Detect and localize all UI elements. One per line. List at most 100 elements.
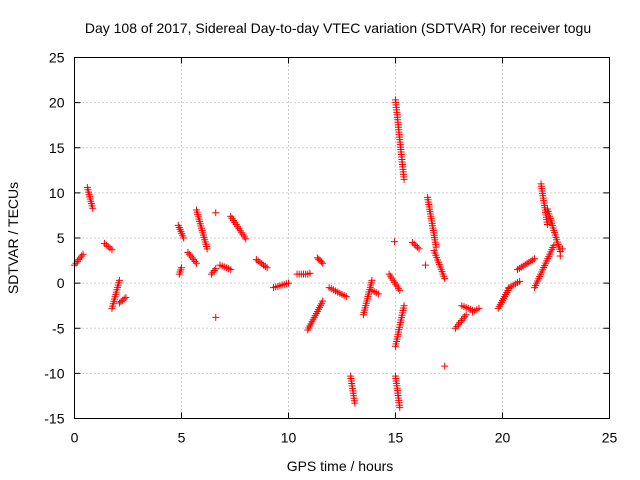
data-point: [516, 277, 524, 285]
y-tick-label: -15: [44, 411, 64, 427]
data-point: [203, 245, 211, 253]
grid-lines: [74, 57, 610, 419]
x-tick-label: 0: [71, 430, 79, 446]
data-point: [456, 318, 464, 326]
data-point: [550, 241, 558, 249]
data-point: [421, 261, 429, 269]
data-point: [415, 245, 423, 253]
data-point: [556, 252, 564, 260]
y-axis-label: SDTVAR / TECUs: [5, 182, 21, 294]
axis-ticks: 0 5 10 15 20 25 -15 -10 -5 0 5 10 15 20 25: [44, 50, 617, 446]
data-point: [104, 243, 112, 251]
x-axis-label: GPS time / hours: [287, 458, 394, 474]
data-point: [192, 259, 200, 267]
data-point: [461, 313, 469, 321]
data-point: [319, 259, 327, 267]
x-tick-label: 15: [388, 430, 404, 446]
data-point: [178, 264, 185, 272]
data-point: [191, 257, 199, 265]
data-point: [543, 220, 551, 228]
data-point: [317, 258, 325, 266]
data-point: [351, 399, 359, 407]
y-tick-label: 0: [57, 275, 65, 291]
data-point: [78, 252, 86, 260]
data-point: [122, 294, 130, 302]
data-point: [256, 258, 264, 266]
data-point: [459, 315, 467, 323]
data-point: [100, 239, 108, 247]
data-point: [115, 276, 123, 284]
data-point: [285, 279, 292, 287]
data-point: [212, 313, 220, 321]
data-point: [441, 275, 449, 283]
y-tick-label: -5: [52, 320, 65, 336]
data-point: [319, 297, 327, 305]
data-point: [454, 320, 462, 328]
data-point: [260, 261, 268, 269]
data-point: [75, 256, 83, 264]
data-point: [212, 265, 220, 273]
x-tick-label: 25: [602, 430, 618, 446]
data-point: [212, 209, 220, 217]
data-point: [368, 276, 376, 284]
y-tick-label: 10: [49, 185, 65, 201]
data-point: [396, 286, 404, 294]
data-point: [190, 256, 198, 264]
data-point: [400, 175, 408, 183]
data-point: [210, 266, 218, 274]
data-point: [258, 260, 266, 268]
data-point: [374, 290, 382, 298]
data-point: [409, 239, 417, 247]
data-point: [209, 268, 217, 276]
data-point: [227, 266, 235, 274]
data-point: [462, 311, 470, 319]
data-point: [412, 242, 420, 250]
data-point: [79, 250, 87, 258]
data-point: [432, 243, 440, 251]
data-point: [451, 324, 459, 332]
data-point: [390, 238, 398, 246]
data-point: [184, 248, 192, 256]
chart-title: Day 108 of 2017, Sidereal Day-to-day VTE…: [85, 20, 591, 36]
plot-frame: [74, 57, 610, 419]
data-point: [400, 302, 408, 310]
data-point: [89, 204, 97, 212]
data-point: [261, 262, 269, 270]
data-point: [558, 245, 566, 253]
data-point: [453, 322, 461, 330]
data-point: [106, 244, 114, 252]
data-point: [102, 241, 110, 249]
x-tick-label: 5: [178, 430, 186, 446]
data-point: [180, 234, 188, 242]
y-tick-label: 20: [49, 95, 65, 111]
data-point: [188, 254, 196, 262]
data-point: [441, 362, 449, 370]
data-point: [342, 293, 350, 301]
data-point: [187, 252, 195, 260]
data-point: [413, 243, 421, 251]
data-point: [396, 404, 404, 412]
data-point: [263, 264, 271, 272]
data-point: [73, 257, 81, 265]
x-tick-label: 10: [281, 430, 297, 446]
data-point: [531, 255, 539, 263]
data-point: [242, 235, 250, 243]
y-tick-label: 15: [49, 140, 65, 156]
x-tick-label: 20: [495, 430, 511, 446]
data-point: [120, 295, 128, 303]
data-point: [185, 250, 193, 258]
data-point: [306, 269, 314, 277]
data-point: [475, 304, 483, 312]
data-point: [72, 259, 80, 267]
y-tick-label: -10: [44, 365, 64, 381]
data-point: [108, 246, 116, 254]
data-point: [458, 317, 466, 325]
data-point: [410, 240, 418, 248]
data-point: [207, 270, 215, 278]
data-point: [76, 254, 84, 262]
y-tick-label: 5: [57, 230, 65, 246]
data-points: [71, 96, 566, 412]
data-point: [252, 256, 260, 264]
data-point: [254, 257, 262, 265]
